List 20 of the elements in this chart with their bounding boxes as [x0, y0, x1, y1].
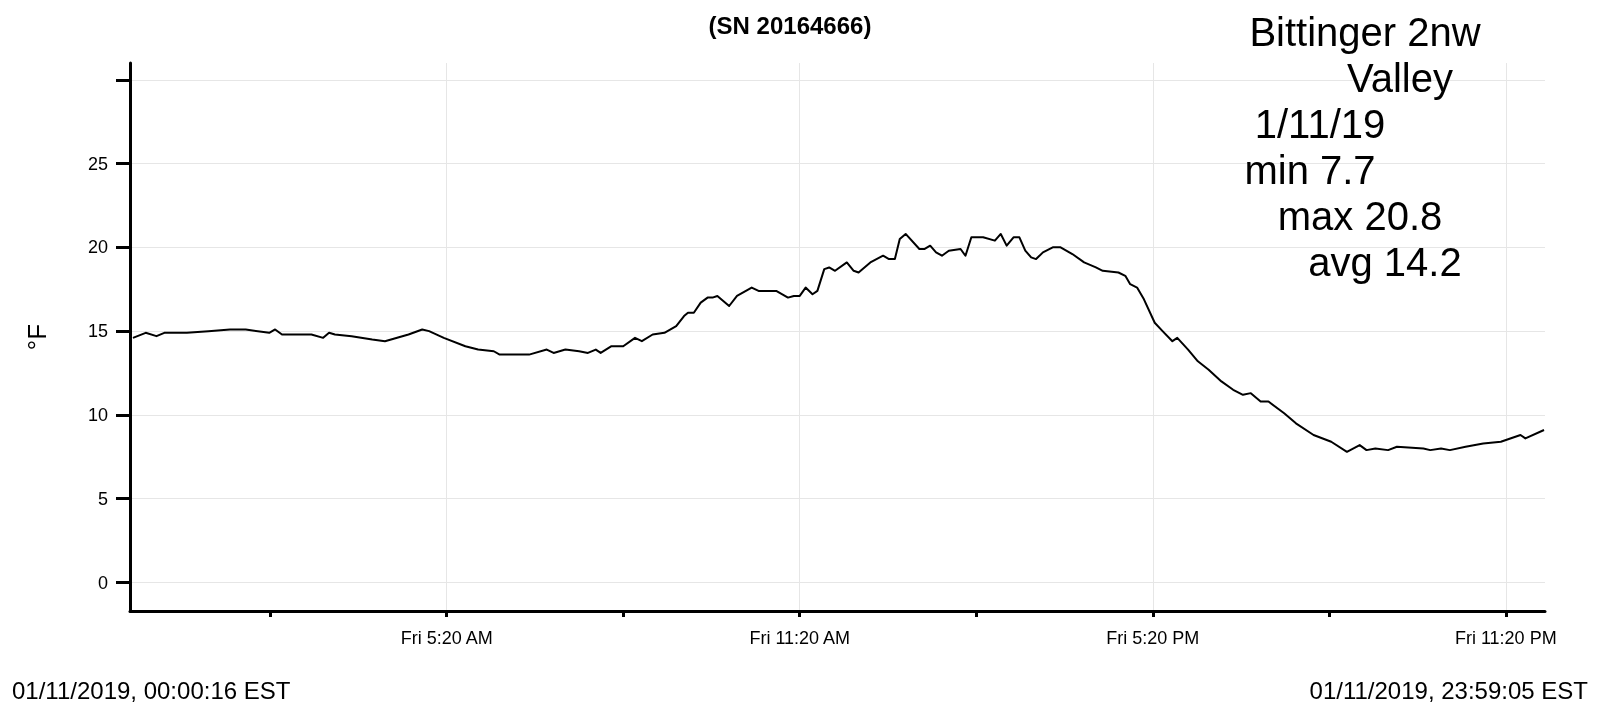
annotation: Valley [1347, 56, 1453, 100]
text: Bittinger 2nw [1249, 10, 1481, 54]
text: 01/11/2019, 00:00:16 EST [12, 676, 291, 704]
x-tick-label: Fri 5:20 AM [400, 628, 493, 648]
chart-title: (SN 20164666) [708, 11, 872, 39]
y-tick-label: 15 [87, 321, 108, 342]
annotation: min 7.7 [1244, 148, 1376, 192]
y-tick-label: 25 [87, 153, 108, 174]
y-tick-label: 10 [87, 404, 108, 425]
annotation: 1/11/19 [1254, 102, 1386, 146]
annotation: max 20.8 [1277, 194, 1443, 238]
y-tick-label: 20 [87, 237, 108, 258]
y-tick-label: 5 [97, 488, 108, 509]
x-tick-label: Fri 11:20 PM [1454, 628, 1557, 648]
x-tick-label: Fri 11:20 AM [749, 628, 851, 648]
y-axis-title: °F [22, 323, 52, 351]
annotation: avg 14.2 [1308, 240, 1462, 284]
text: 01/11/2019, 23:59:05 EST [1309, 676, 1589, 704]
x-tick-label: Fri 5:20 PM [1106, 628, 1200, 648]
y-tick-label: 0 [97, 572, 108, 593]
